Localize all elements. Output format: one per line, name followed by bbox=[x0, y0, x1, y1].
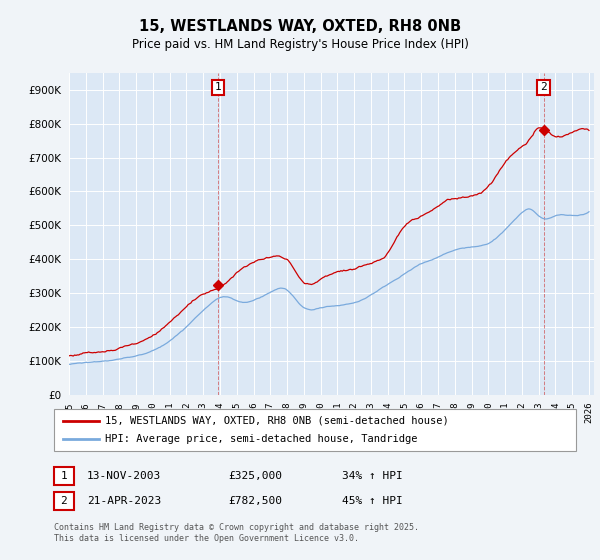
Text: 45% ↑ HPI: 45% ↑ HPI bbox=[342, 496, 403, 506]
Text: 15, WESTLANDS WAY, OXTED, RH8 0NB: 15, WESTLANDS WAY, OXTED, RH8 0NB bbox=[139, 20, 461, 34]
Text: HPI: Average price, semi-detached house, Tandridge: HPI: Average price, semi-detached house,… bbox=[105, 434, 418, 444]
Text: 1: 1 bbox=[215, 82, 221, 92]
Text: 2: 2 bbox=[61, 496, 67, 506]
Text: 1: 1 bbox=[61, 471, 67, 481]
Text: 2: 2 bbox=[540, 82, 547, 92]
Text: 21-APR-2023: 21-APR-2023 bbox=[87, 496, 161, 506]
Text: 34% ↑ HPI: 34% ↑ HPI bbox=[342, 471, 403, 481]
Text: Price paid vs. HM Land Registry's House Price Index (HPI): Price paid vs. HM Land Registry's House … bbox=[131, 38, 469, 51]
Text: 15, WESTLANDS WAY, OXTED, RH8 0NB (semi-detached house): 15, WESTLANDS WAY, OXTED, RH8 0NB (semi-… bbox=[105, 416, 449, 426]
Text: 13-NOV-2003: 13-NOV-2003 bbox=[87, 471, 161, 481]
Text: £325,000: £325,000 bbox=[228, 471, 282, 481]
Text: £782,500: £782,500 bbox=[228, 496, 282, 506]
Text: Contains HM Land Registry data © Crown copyright and database right 2025.
This d: Contains HM Land Registry data © Crown c… bbox=[54, 524, 419, 543]
